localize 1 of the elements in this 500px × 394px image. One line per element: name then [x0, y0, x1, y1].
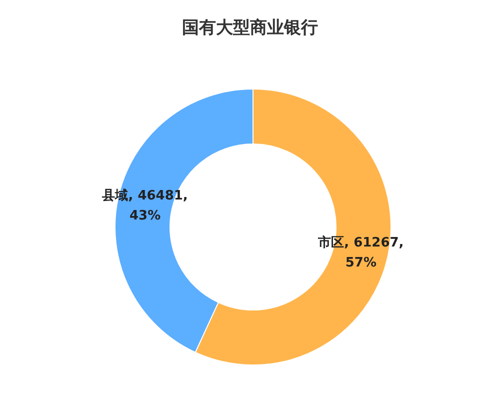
- chart-title: 国有大型商业银行: [181, 17, 319, 39]
